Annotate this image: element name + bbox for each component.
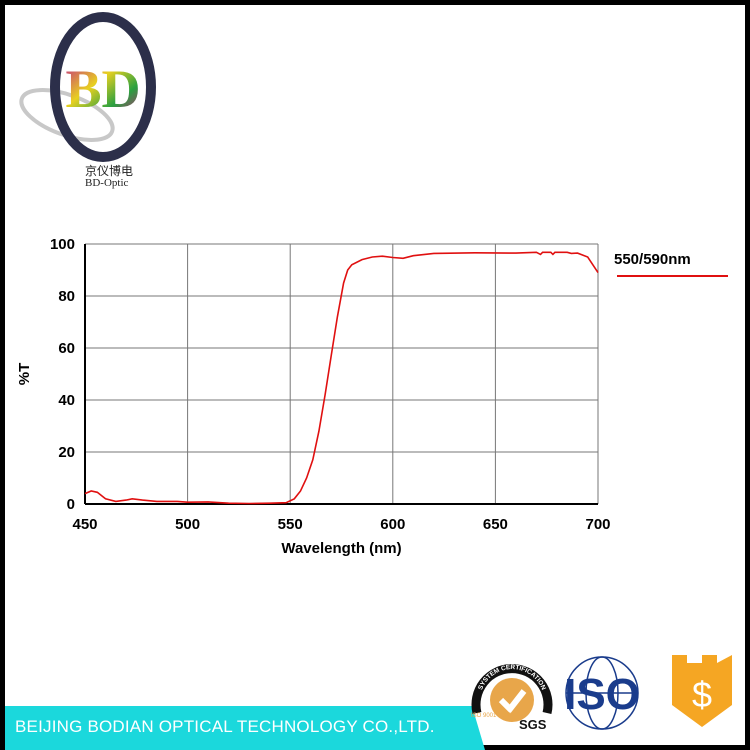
dollar-text: $	[692, 674, 712, 715]
y-tick-label: 100	[50, 236, 75, 253]
x-tick-label: 550	[278, 516, 303, 533]
dollar-shield-icon: $	[672, 655, 732, 727]
logo-letters: BD	[65, 59, 140, 119]
company-banner	[5, 706, 485, 750]
bd-optic-logo: BD	[19, 12, 156, 162]
y-tick-label: 80	[58, 288, 75, 305]
sgs-badge: SYSTEM CERTIFICATION SGS ISO 9001 2000	[471, 664, 553, 732]
x-tick-label: 500	[175, 516, 200, 533]
x-tick-label: 450	[72, 516, 97, 533]
iso-badge: ISO	[564, 656, 640, 730]
x-tick-label: 600	[380, 516, 405, 533]
company-name: BEIJING BODIAN OPTICAL TECHNOLOGY CO.,LT…	[15, 717, 435, 736]
certification-badges: SYSTEM CERTIFICATION SGS ISO 9001 2000 I…	[471, 655, 732, 732]
sgs-text: SGS	[519, 717, 547, 732]
x-tick-label: 700	[585, 516, 610, 533]
x-axis-label: Wavelength (nm)	[281, 540, 401, 557]
logo-english-name: BD-Optic	[85, 177, 129, 189]
iso-text: ISO	[564, 670, 640, 719]
x-tick-label: 650	[483, 516, 508, 533]
canvas: BD 京仪博电 BD-Optic 450 500 550 600 650 700 0 20 40…	[5, 5, 745, 750]
y-tick-label: 20	[58, 444, 75, 461]
y-tick-label: 60	[58, 340, 75, 357]
series-line	[84, 251, 599, 505]
y-axis-label: %T	[16, 363, 33, 386]
legend-label: 550/590nm	[614, 251, 691, 268]
y-tick-label: 40	[58, 392, 75, 409]
y-tick-label: 0	[67, 496, 75, 513]
logo-chinese-name: 京仪博电	[85, 164, 134, 178]
transmission-chart: 450 500 550 600 650 700 0 20 40 60 80 100 Wavelength…	[16, 236, 728, 557]
sgs-iso-text: ISO 9001 2000	[471, 713, 512, 719]
